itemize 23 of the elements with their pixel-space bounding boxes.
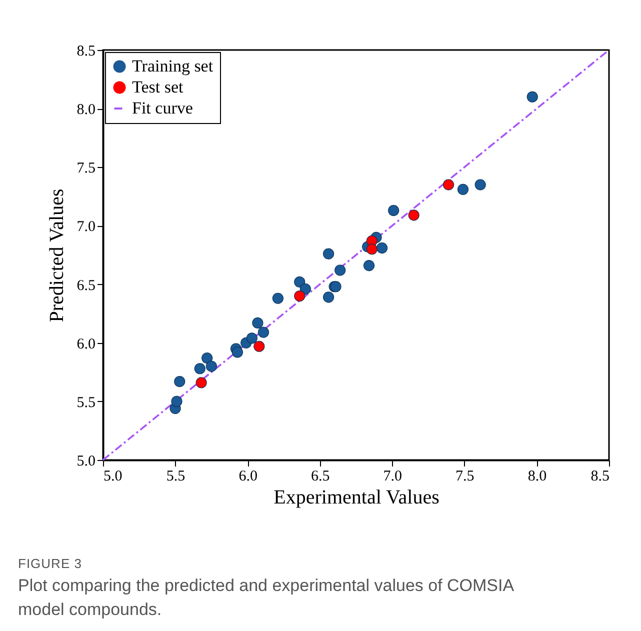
caption: FIGURE 3 — [18, 556, 83, 571]
text: Plot comparing the predicted and experimental values of COMSIA model compounds. — [18, 575, 515, 621]
y-axis-title: Predicted Values — [46, 188, 68, 322]
x-tick-label: 6.0 — [238, 468, 258, 484]
y-tick-label: 7.5 — [76, 160, 96, 177]
y-tick-label: 7.0 — [76, 219, 96, 236]
x-tick-label: 5.5 — [166, 468, 186, 484]
legend-label: Test set — [132, 78, 184, 96]
x-tick-label: 5.0 — [104, 468, 122, 484]
x-tick-label: 7.5 — [456, 468, 474, 484]
y-tick-label: 6.5 — [76, 278, 96, 294]
legend-label: Fit curve — [132, 98, 193, 118]
x-axis-title: Experimental Values — [274, 486, 440, 508]
y-tick-label: 8.0 — [76, 102, 96, 118]
y-tick-label: 8.5 — [76, 44, 96, 60]
legend-label: Training set — [132, 56, 214, 76]
x-tick-label: 8.0 — [528, 468, 547, 484]
x-tick-label: 6.5 — [310, 468, 330, 484]
y-tick-label: 5.0 — [76, 454, 96, 470]
x-tick-label: 8.5 — [590, 468, 610, 484]
x-tick-label: 7.0 — [383, 468, 402, 484]
y-tick-label: 6.0 — [76, 336, 96, 352]
y-tick-label: 5.5 — [76, 394, 96, 411]
